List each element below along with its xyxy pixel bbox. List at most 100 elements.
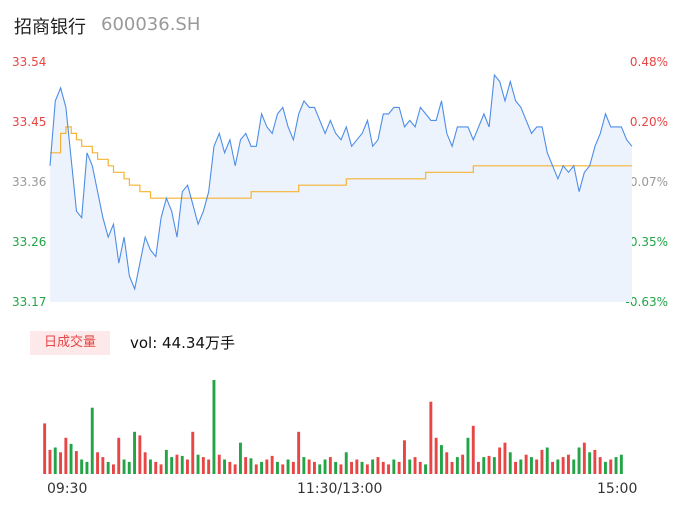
volume-bar xyxy=(381,461,385,474)
volume-bar xyxy=(387,464,390,474)
volume-bar xyxy=(567,454,570,474)
volume-bar xyxy=(74,451,78,474)
volume-bar xyxy=(85,461,89,474)
volume-value: vol: 44.34万手 xyxy=(130,334,235,352)
volume-bar xyxy=(376,457,380,474)
volume-bar xyxy=(572,459,576,474)
volume-bar xyxy=(598,457,602,474)
price-tick-4: 33.26 xyxy=(12,235,47,249)
volume-bar xyxy=(112,464,115,474)
volume-bar xyxy=(196,454,200,474)
volume-bar xyxy=(212,380,216,474)
time-label-midday: 11:30/13:00 xyxy=(297,481,383,497)
volume-bar xyxy=(371,459,375,474)
volume-bar xyxy=(508,452,512,474)
pct-tick-3: -0.07% xyxy=(625,175,668,189)
volume-bar xyxy=(313,461,316,474)
pct-tick-5: -0.63% xyxy=(625,295,668,309)
volume-bar xyxy=(487,455,491,474)
volume-bar xyxy=(577,447,581,474)
volume-bar xyxy=(524,454,528,474)
volume-bar xyxy=(477,461,480,474)
volume-bar xyxy=(408,459,412,474)
volume-bar xyxy=(69,443,73,474)
volume-bar xyxy=(175,454,179,474)
volume-bar xyxy=(276,461,279,474)
price-tick-5: 33.17 xyxy=(12,295,47,309)
volume-bar xyxy=(619,454,623,474)
volume-bar xyxy=(201,457,205,474)
pct-tick-1: 0.48% xyxy=(629,55,668,69)
volume-bar xyxy=(434,437,438,474)
volume-bar xyxy=(450,461,454,474)
volume-bar xyxy=(323,459,327,474)
volume-bar xyxy=(328,457,332,474)
price-line xyxy=(49,73,633,291)
stock-code: 600036.SH xyxy=(101,14,201,35)
volume-bar xyxy=(127,461,131,474)
volume-bar xyxy=(164,449,168,474)
volume-bar xyxy=(159,464,163,474)
volume-bar xyxy=(503,442,507,474)
volume-bar xyxy=(254,464,258,474)
volume-bar xyxy=(418,461,422,474)
volume-bar xyxy=(514,461,517,474)
volume-bar xyxy=(270,455,274,474)
volume-bar xyxy=(149,459,152,474)
volume-bar xyxy=(244,457,248,474)
volume-bar xyxy=(545,447,549,474)
volume-bar xyxy=(403,440,406,474)
volume-bar xyxy=(117,437,121,474)
volume-bar xyxy=(424,464,427,474)
volume-bar xyxy=(466,437,470,474)
volume-bar xyxy=(614,457,618,474)
volume-bar xyxy=(360,461,364,474)
volume-bar xyxy=(281,464,285,474)
volume-bar xyxy=(291,461,295,474)
volume-bar xyxy=(355,459,359,474)
volume-bar xyxy=(350,461,353,474)
price-tick-3: 33.36 xyxy=(12,175,47,189)
pct-tick-2: 0.20% xyxy=(629,115,668,129)
volume-label: 日成交量 xyxy=(30,331,110,355)
volume-bar xyxy=(228,461,232,474)
volume-bar xyxy=(186,459,189,474)
average-line xyxy=(50,126,632,199)
price-area xyxy=(50,75,632,302)
volume-bar xyxy=(64,437,68,474)
volume-bar xyxy=(207,459,211,474)
volume-bar xyxy=(90,407,94,474)
volume-bar xyxy=(482,457,486,474)
volume-bar xyxy=(530,457,533,474)
volume-bar xyxy=(556,459,560,474)
price-tick-1: 33.54 xyxy=(12,55,47,69)
volume-bar xyxy=(455,457,459,474)
volume-bar xyxy=(180,455,184,474)
stock-name: 招商银行 xyxy=(14,17,86,38)
volume-bar xyxy=(239,442,242,474)
volume-bar xyxy=(122,459,126,474)
volume-bar xyxy=(498,447,502,474)
volume-bar xyxy=(43,423,47,474)
pct-tick-4: -0.35% xyxy=(625,235,668,249)
volume-bar xyxy=(492,457,496,474)
time-label-open: 09:30 xyxy=(47,481,88,497)
volume-bar xyxy=(535,459,539,474)
volume-bar xyxy=(471,425,475,474)
volume-bar xyxy=(392,459,396,474)
price-tick-2: 33.45 xyxy=(12,115,47,129)
volume-bar xyxy=(191,431,195,474)
volume-bar xyxy=(440,445,443,474)
volume-bar xyxy=(540,449,544,474)
volume-bar xyxy=(106,461,110,474)
volume-bar xyxy=(223,459,226,474)
volume-bar xyxy=(429,401,433,474)
time-label-close: 15:00 xyxy=(597,481,638,497)
volume-bar xyxy=(307,459,311,474)
volume-bar xyxy=(133,431,136,474)
volume-bar xyxy=(365,464,369,474)
volume-bar xyxy=(265,459,269,474)
volume-bar xyxy=(154,461,158,474)
volume-bar xyxy=(80,459,84,474)
